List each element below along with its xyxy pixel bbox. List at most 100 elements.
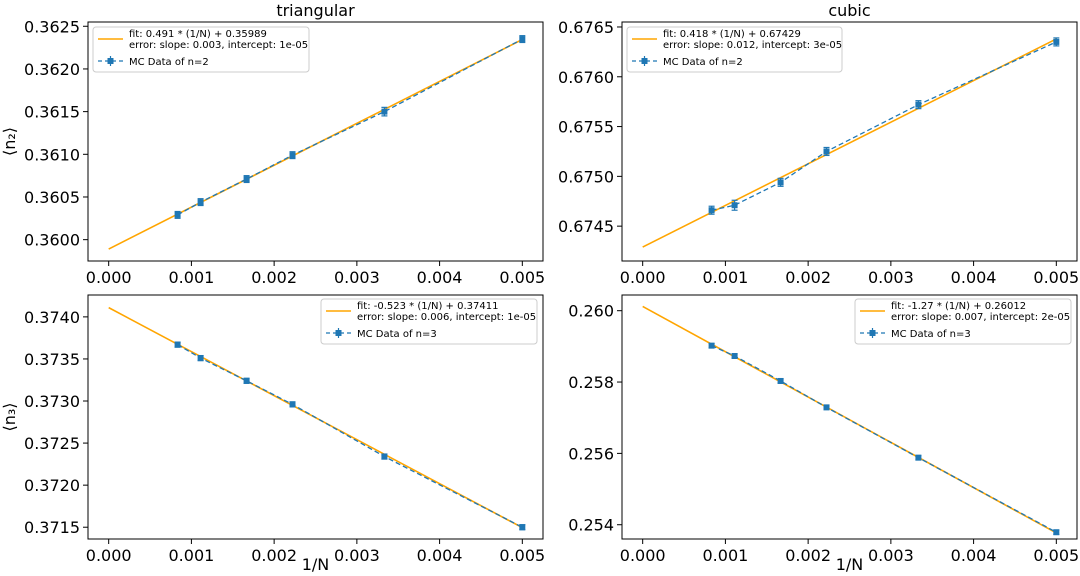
x-tick-label: 0.005: [499, 546, 545, 565]
data-point: [519, 36, 526, 43]
x-axis-label: 1/N: [836, 555, 864, 574]
data-point: [289, 152, 296, 159]
x-tick-label: 0.003: [868, 268, 914, 287]
legend-box: [626, 26, 843, 73]
y-tick-label: 0.3740: [24, 308, 80, 327]
y-axis-label: ⟨n₂⟩: [0, 127, 19, 156]
data-point: [777, 377, 784, 384]
legend-fit-label: fit: 0.491 * (1/N) + 0.35989: [129, 29, 267, 40]
legend-mc-label: MC Data of n=3: [357, 329, 437, 340]
legend-fit-label: fit: -1.27 * (1/N) + 0.26012: [891, 301, 1026, 312]
chart-panel-0: 0.000 0.001 0.002 0.003 0.004 0.005 0.3600 0.36…: [0, 1, 545, 287]
chart-title: cubic: [828, 1, 870, 20]
legend-mc-marker: [869, 330, 876, 336]
y-tick-label: 0.3615: [24, 103, 80, 122]
data-point: [174, 341, 181, 348]
x-tick-label: 0.001: [703, 268, 749, 287]
legend-box: [92, 26, 310, 73]
data-point: [915, 101, 922, 108]
data-point: [381, 108, 388, 115]
x-tick-label: 0.000: [86, 268, 132, 287]
x-tick-label: 0.000: [620, 268, 666, 287]
x-tick-label: 0.005: [499, 268, 545, 287]
mc-data-line: [711, 41, 1057, 211]
data-point: [708, 342, 715, 349]
x-tick-label: 0.001: [169, 546, 215, 565]
legend-fit-label: fit: 0.418 * (1/N) + 0.67429: [663, 29, 801, 40]
y-tick-label: 0.3610: [24, 145, 80, 164]
legend-fit-label: fit: -0.523 * (1/N) + 0.37411: [357, 301, 498, 312]
y-tick-label: 0.6765: [558, 18, 614, 37]
y-tick-label: 0.3620: [24, 60, 80, 79]
data-point: [1053, 38, 1060, 45]
data-point: [731, 353, 738, 359]
x-tick-label: 0.002: [785, 268, 831, 287]
y-tick-label: 0.260: [568, 302, 614, 321]
data-point: [823, 404, 830, 411]
x-tick-label: 0.003: [334, 268, 380, 287]
x-tick-label: 0.004: [951, 268, 997, 287]
chart-panel-3: 0.000 0.001 0.002 0.003 0.004 0.005 0.254 0.256…: [568, 294, 1079, 574]
legend-mc-marker: [107, 58, 114, 64]
y-tick-label: 0.3730: [24, 392, 80, 411]
y-tick-label: 0.256: [568, 444, 614, 463]
data-point: [197, 199, 204, 206]
x-tick-label: 0.004: [417, 268, 463, 287]
chart-title: triangular: [276, 1, 355, 20]
legend-mc-label: MC Data of n=3: [891, 329, 971, 340]
data-point: [174, 211, 181, 218]
y-tick-label: 0.6750: [558, 167, 614, 186]
x-tick-label: 0.002: [251, 268, 297, 287]
legend-mc-marker: [335, 330, 342, 336]
y-tick-label: 0.6760: [558, 68, 614, 87]
data-point: [381, 453, 388, 460]
x-tick-label: 0.005: [1033, 546, 1079, 565]
data-point: [519, 524, 526, 531]
x-tick-label: 0.005: [1033, 268, 1079, 287]
y-tick-label: 0.254: [568, 516, 614, 535]
chart-panel-1: 0.000 0.001 0.002 0.003 0.004 0.005 0.6745 0.67…: [558, 1, 1079, 287]
data-point: [823, 148, 830, 155]
y-tick-label: 0.3735: [24, 350, 80, 369]
data-point: [731, 202, 738, 209]
x-tick-label: 0.004: [951, 546, 997, 565]
legend-error-label: error: slope: 0.006, intercept: 1e-05: [357, 312, 536, 323]
legend-mc-label: MC Data of n=2: [663, 57, 743, 68]
data-point: [1053, 529, 1060, 536]
y-tick-label: 0.3605: [24, 188, 80, 207]
legend-error-label: error: slope: 0.012, intercept: 3e-05: [663, 40, 842, 51]
y-tick-label: 0.6755: [558, 118, 614, 137]
legend-mc-marker: [641, 58, 648, 64]
y-tick-label: 0.3715: [24, 518, 80, 537]
mc-data-line: [177, 38, 523, 216]
x-tick-label: 0.004: [417, 546, 463, 565]
data-layer: [642, 37, 1060, 248]
data-layer: [108, 35, 526, 250]
y-tick-label: 0.3600: [24, 231, 80, 250]
y-tick-label: 0.6745: [558, 217, 614, 236]
legend-mc-label: MC Data of n=2: [129, 57, 209, 68]
data-layer: [108, 306, 526, 531]
legend-box: [320, 298, 538, 345]
data-point: [708, 207, 715, 214]
data-point: [289, 401, 296, 408]
x-tick-label: 0.002: [785, 546, 831, 565]
y-tick-label: 0.3625: [24, 17, 80, 36]
data-point: [777, 179, 784, 186]
x-tick-label: 0.002: [251, 546, 297, 565]
legend-box: [854, 298, 1072, 345]
x-tick-label: 0.000: [620, 546, 666, 565]
y-axis-label: ⟨n₃⟩: [0, 402, 19, 431]
y-tick-label: 0.3725: [24, 434, 80, 453]
mc-data-line: [711, 345, 1057, 533]
x-axis-label: 1/N: [302, 555, 330, 574]
x-tick-label: 0.001: [169, 268, 215, 287]
data-point: [243, 377, 250, 384]
data-point: [197, 355, 204, 362]
legend-error-label: error: slope: 0.003, intercept: 1e-05: [129, 40, 308, 51]
x-tick-label: 0.000: [86, 546, 132, 565]
